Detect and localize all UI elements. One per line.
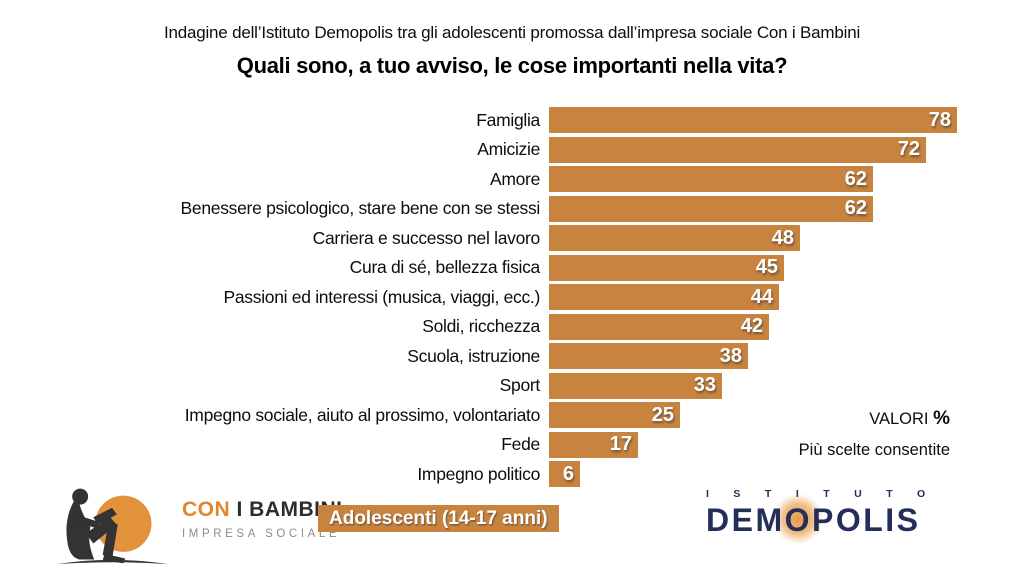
con-word: CON (182, 498, 231, 521)
bar-row: Benessere psicologico, stare bene con se… (0, 195, 1024, 222)
con-i-bambini-logo: CON I BAMBINI IMPRESA SOCIALE (52, 484, 343, 572)
bar-value-label: 33 (693, 374, 716, 396)
bar: 38 (549, 343, 748, 369)
bar-category-label: Cura di sé, bellezza fisica (349, 257, 541, 277)
bar-category-label: Sport (499, 375, 541, 395)
horizontal-bar-chart: Famiglia 78 Amicizie 72 Amore 62 Benessere psi… (0, 107, 1024, 491)
bar: 25 (549, 402, 680, 428)
demopolis-wordmark: DEMOPOLIS (706, 502, 966, 539)
bar-category-label: Impegno sociale, aiuto al prossimo, volo… (184, 404, 541, 425)
demopolis-part-2: POLIS (812, 502, 921, 538)
multiple-choice-note: Più scelte consentite (798, 441, 950, 459)
bar-row: Scuola, istruzione 38 (0, 343, 1024, 369)
bar-category-label: Benessere psicologico, stare bene con se… (180, 198, 541, 218)
bar-value-label: 42 (740, 315, 763, 337)
con-i-bambini-wordmark: CON I BAMBINI IMPRESA SOCIALE (182, 484, 343, 540)
bar-category-label: Passioni ed interessi (musica, viaggi, e… (223, 286, 540, 307)
bar-value-label: 6 (562, 462, 574, 485)
percent-sign: % (933, 408, 950, 429)
bar-row: Soldi, ricchezza 42 (0, 313, 1024, 340)
bar-category-label: Fede (501, 434, 540, 454)
bar-value-label: 45 (755, 256, 778, 278)
bar-row: Amore 62 (0, 166, 1024, 192)
i-bambini-word: I BAMBINI (230, 498, 343, 521)
bar: 62 (549, 195, 873, 222)
bar-value-label: 44 (750, 285, 773, 308)
demopolis-orange-burst-o: O (784, 502, 812, 538)
bar-row: Famiglia 78 (0, 107, 1024, 133)
istituto-label: ISTITUTO (706, 488, 950, 500)
page-title: Quali sono, a tuo avviso, le cose import… (236, 53, 788, 78)
bar: 62 (549, 166, 873, 192)
sample-badge: Adolescenti (14-17 anni) (318, 505, 559, 532)
bar: 78 (549, 107, 957, 133)
bar-category-label: Famiglia (476, 109, 540, 130)
bar: 45 (549, 254, 784, 281)
reading-child-icon (57, 488, 169, 565)
con-i-bambini-title: CON I BAMBINI (182, 498, 343, 522)
bar-value-label: 48 (771, 226, 794, 249)
demopolis-logo: ISTITUTO DEMOPOLIS (706, 488, 966, 539)
bar: 48 (549, 225, 800, 251)
bar: 44 (549, 284, 779, 310)
valori-text: VALORI (869, 410, 929, 428)
bar-row: Impegno sociale, aiuto al prossimo, volo… (0, 402, 1024, 428)
demopolis-part-1: DEM (706, 502, 785, 538)
bar-value-label: 62 (844, 197, 867, 219)
bar: 42 (549, 313, 769, 340)
bar-row: Fede 17 (0, 431, 1024, 458)
bar: 33 (549, 372, 722, 399)
bar-value-label: 25 (651, 403, 674, 426)
bar-category-label: Amore (489, 168, 540, 189)
bar-value-label: 62 (844, 167, 867, 190)
bar-row: Carriera e successo nel lavoro 48 (0, 225, 1024, 251)
bar: 6 (549, 461, 580, 487)
bar: 17 (549, 431, 638, 458)
bar-category-label: Impegno politico (417, 463, 540, 484)
survey-subtitle: Indagine dell’Istituto Demopolis tra gli… (163, 23, 861, 42)
bar-category-label: Soldi, ricchezza (422, 316, 540, 336)
bar-row: Passioni ed interessi (musica, viaggi, e… (0, 284, 1024, 310)
bar-value-label: 17 (609, 433, 632, 455)
bar-category-label: Carriera e successo nel lavoro (312, 227, 541, 248)
bar-category-label: Scuola, istruzione (407, 345, 540, 366)
bar-value-label: 72 (897, 138, 920, 160)
bar-category-label: Amicizie (477, 139, 540, 159)
bar-row: Cura di sé, bellezza fisica 45 (0, 254, 1024, 281)
bar-value-label: 78 (928, 108, 951, 131)
bar: 72 (549, 136, 926, 163)
bar-row: Sport 33 (0, 372, 1024, 399)
valori-percent-label: VALORI % (869, 408, 950, 430)
bar-row: Impegno politico 6 (0, 461, 1024, 487)
impresa-sociale-tagline: IMPRESA SOCIALE (182, 528, 341, 540)
bar-row: Amicizie 72 (0, 136, 1024, 163)
bar-value-label: 38 (719, 344, 742, 367)
